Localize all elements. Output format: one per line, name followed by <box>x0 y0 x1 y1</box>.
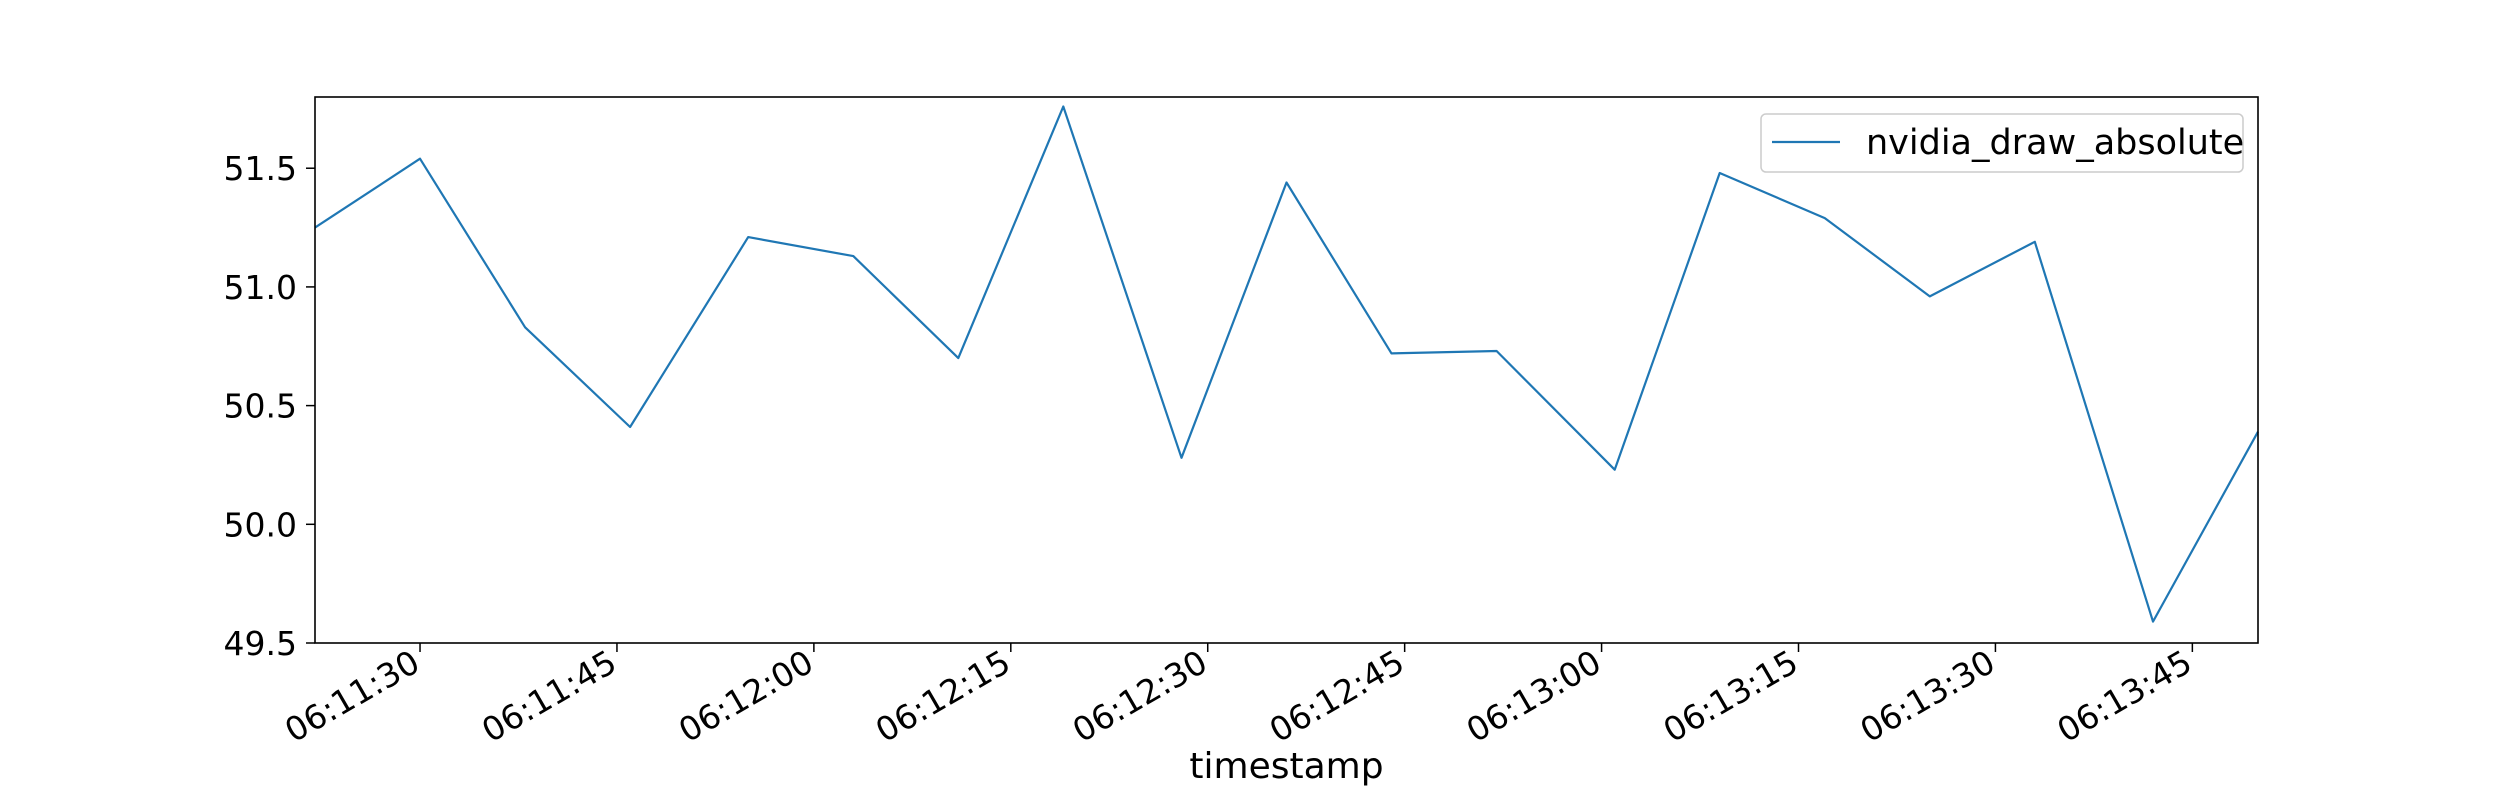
series-layer <box>314 105 2259 623</box>
legend-label: nvidia_draw_absolute <box>1866 123 2244 163</box>
y-tick-label: 50.0 <box>224 505 297 544</box>
x-axis-title: timestamp <box>1189 746 1383 787</box>
series-line-0 <box>314 105 2259 623</box>
legend-box <box>1760 113 2244 173</box>
y-tick-label: 50.5 <box>224 387 297 426</box>
plot-area-frame <box>314 96 2259 644</box>
y-axis: 49.5 50.0 50.5 51.0 51.5 <box>224 149 315 663</box>
y-tick-label: 51.0 <box>224 268 297 307</box>
y-tick-label: 51.5 <box>224 149 297 188</box>
y-tick-label: 49.5 <box>224 624 297 663</box>
legend: nvidia_draw_absolute <box>1760 113 2244 173</box>
